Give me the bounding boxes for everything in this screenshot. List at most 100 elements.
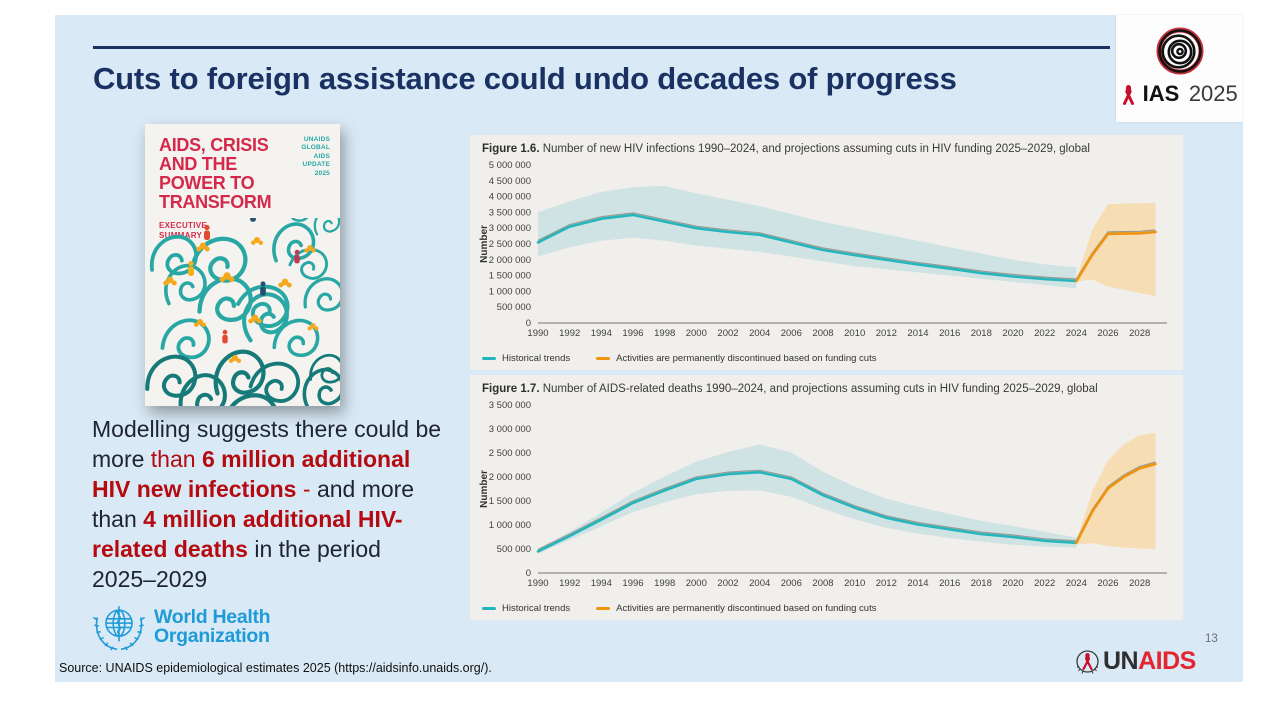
svg-text:2026: 2026 — [1097, 578, 1118, 589]
ias-spiral-icon — [1156, 27, 1204, 75]
svg-text:0: 0 — [526, 318, 531, 329]
unaids-wordmark-un: UN — [1103, 647, 1139, 675]
svg-text:1996: 1996 — [622, 328, 643, 339]
svg-text:1 500 000: 1 500 000 — [489, 496, 531, 507]
svg-text:Number: Number — [479, 225, 490, 263]
figure-1-7-panel: Figure 1.7. Number of AIDS-related death… — [470, 374, 1183, 620]
svg-text:2004: 2004 — [749, 578, 770, 589]
figure-1-7-chart: 0 500 000 1 000 000 1 500 000 2 000 000 2 500… — [476, 399, 1173, 600]
svg-text:2028: 2028 — [1129, 578, 1150, 589]
svg-text:2022: 2022 — [1034, 328, 1055, 339]
figure-1-6-title: Figure 1.6. Number of new HIV infections… — [482, 143, 1090, 155]
svg-text:1994: 1994 — [591, 578, 612, 589]
svg-text:2020: 2020 — [1002, 328, 1023, 339]
page-number: 13 — [1205, 633, 1218, 645]
svg-text:2 500 000: 2 500 000 — [489, 239, 531, 250]
legend-swatch-funding-cuts — [596, 606, 611, 611]
who-wordmark: World Health Organization — [154, 605, 271, 647]
svg-text:2000: 2000 — [686, 578, 707, 589]
figure-1-6-panel: Figure 1.6. Number of new HIV infections… — [470, 135, 1183, 370]
svg-text:1994: 1994 — [591, 328, 612, 339]
svg-text:2 000 000: 2 000 000 — [489, 255, 531, 266]
svg-text:2006: 2006 — [781, 578, 802, 589]
svg-text:3 000 000: 3 000 000 — [489, 424, 531, 435]
legend-swatch-historical — [482, 606, 496, 611]
key-message-segment: and more than — [92, 476, 415, 532]
svg-text:1992: 1992 — [559, 578, 580, 589]
svg-text:2018: 2018 — [971, 578, 992, 589]
svg-text:1998: 1998 — [654, 328, 675, 339]
ias-logo-text: IAS — [1142, 81, 1180, 106]
svg-text:1 500 000: 1 500 000 — [489, 271, 531, 282]
key-message-segment: - — [296, 476, 317, 502]
svg-text:2008: 2008 — [812, 578, 833, 589]
svg-text:1990: 1990 — [527, 328, 548, 339]
report-cover: UNAIDS GLOBAL AIDS UPDATE 2025 AIDS, CRI… — [145, 124, 340, 406]
ias-2025-logo: IAS 2025 — [1116, 15, 1243, 122]
svg-text:3 500 000: 3 500 000 — [489, 207, 531, 218]
svg-text:2002: 2002 — [717, 328, 738, 339]
legend-swatch-historical — [482, 356, 496, 361]
svg-text:2018: 2018 — [971, 328, 992, 339]
cover-illustration — [145, 218, 340, 406]
svg-text:2004: 2004 — [749, 328, 770, 339]
svg-text:5 000 000: 5 000 000 — [489, 160, 531, 171]
who-emblem-icon — [92, 606, 146, 651]
svg-text:1996: 1996 — [622, 578, 643, 589]
slide: Cuts to foreign assistance could undo de… — [55, 15, 1243, 682]
unaids-emblem-icon — [1076, 650, 1099, 674]
cover-title: AIDS, CRISIS AND THE POWER TO TRANSFORM — [159, 135, 272, 212]
svg-text:1998: 1998 — [654, 578, 675, 589]
svg-text:2010: 2010 — [844, 578, 865, 589]
svg-text:3 000 000: 3 000 000 — [489, 223, 531, 234]
svg-text:1992: 1992 — [559, 328, 580, 339]
svg-text:1 000 000: 1 000 000 — [489, 520, 531, 531]
key-message-segment: 6 million additional HIV new infections — [92, 446, 411, 502]
source-note: Source: UNAIDS epidemiological estimates… — [59, 661, 492, 675]
svg-text:0: 0 — [526, 568, 531, 579]
svg-text:4 500 000: 4 500 000 — [489, 176, 531, 187]
svg-text:1 000 000: 1 000 000 — [489, 286, 531, 297]
svg-text:2012: 2012 — [876, 328, 897, 339]
page-title: Cuts to foreign assistance could undo de… — [93, 61, 957, 96]
svg-text:2024: 2024 — [1066, 328, 1087, 339]
svg-text:2010: 2010 — [844, 328, 865, 339]
ias-wordmark: IAS 2025 — [1116, 81, 1243, 107]
legend-swatch-funding-cuts — [596, 356, 611, 361]
ias-logo-year: 2025 — [1188, 81, 1238, 106]
svg-text:Number: Number — [479, 470, 490, 508]
key-message-segment: 4 million additional HIV-related deaths — [92, 506, 403, 562]
who-logo: World Health Organization — [91, 599, 271, 655]
svg-text:2 000 000: 2 000 000 — [489, 472, 531, 483]
svg-text:2008: 2008 — [812, 328, 833, 339]
unaids-wordmark-aids: AIDS — [1138, 647, 1196, 675]
key-message-segment: Modelling suggests there could be more — [92, 416, 442, 472]
svg-text:1990: 1990 — [527, 578, 548, 589]
svg-text:2002: 2002 — [717, 578, 738, 589]
figure-1-6-chart: 0 500 000 1 000 000 1 500 000 2 000 000 2 500… — [476, 159, 1173, 350]
svg-text:4 000 000: 4 000 000 — [489, 192, 531, 203]
key-message-segment: than — [150, 446, 202, 472]
legend-label: Historical trends — [502, 352, 571, 364]
svg-text:2012: 2012 — [876, 578, 897, 589]
figure-1-7-legend: Historical trends Activities are permane… — [474, 603, 1173, 614]
svg-text:2 500 000: 2 500 000 — [489, 448, 531, 459]
svg-text:2014: 2014 — [907, 328, 928, 339]
red-ribbon-icon — [1123, 85, 1135, 105]
svg-text:2000: 2000 — [686, 328, 707, 339]
key-message: Modelling suggests there could be more t… — [92, 414, 450, 594]
svg-text:2028: 2028 — [1129, 328, 1150, 339]
key-message-segment: in the period 2025–2029 — [92, 536, 381, 592]
svg-text:2020: 2020 — [1002, 578, 1023, 589]
legend-label: Activities are permanently discontinued … — [616, 602, 877, 614]
figures-column: Figure 1.6. Number of new HIV infections… — [470, 135, 1183, 625]
svg-text:3 500 000: 3 500 000 — [489, 400, 531, 411]
legend-label: Historical trends — [502, 602, 571, 614]
cover-corner-text: UNAIDS GLOBAL AIDS UPDATE 2025 — [301, 136, 330, 177]
svg-text:500 000: 500 000 — [497, 302, 531, 313]
svg-text:2014: 2014 — [907, 578, 928, 589]
svg-text:2006: 2006 — [781, 328, 802, 339]
legend-label: Activities are permanently discontinued … — [616, 352, 877, 364]
figure-1-7-title: Figure 1.7. Number of AIDS-related death… — [482, 382, 1098, 395]
